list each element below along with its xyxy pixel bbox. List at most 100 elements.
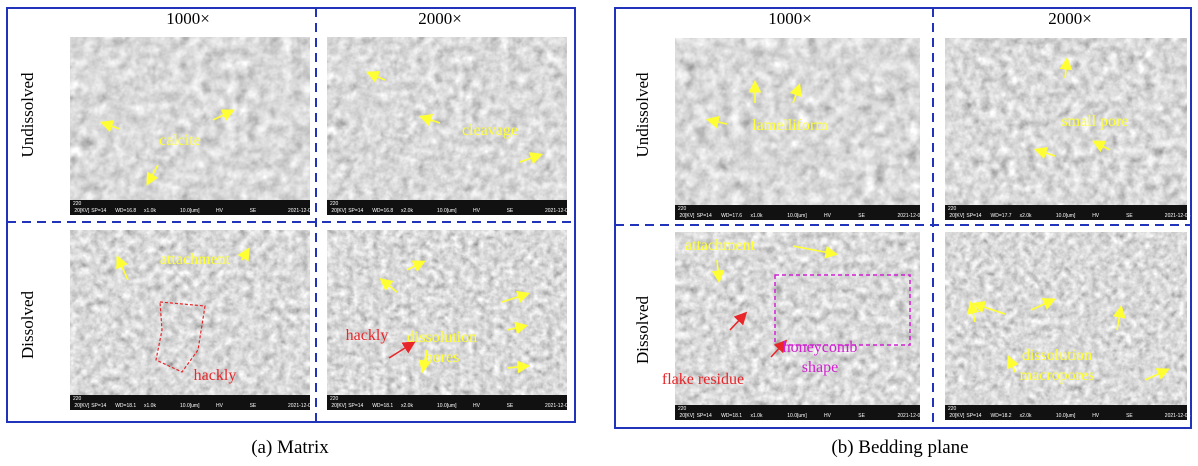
info-text: 20[KV] [74, 403, 90, 409]
annotation: hackly [346, 327, 389, 344]
info-text: 220 [948, 406, 957, 412]
info-text: WD=16.8 [115, 208, 136, 214]
row-label: Dissolved [633, 296, 652, 365]
info-text: WD=18.2 [991, 413, 1012, 419]
info-text: 2021-12-03 [1165, 213, 1191, 219]
info-text: SP=14 [966, 413, 981, 419]
info-text: SE [507, 208, 514, 214]
info-text: x1.0k [144, 403, 156, 409]
info-text: x2.0k [1020, 413, 1032, 419]
info-text: SP=14 [348, 403, 363, 409]
info-text: x2.0k [1020, 213, 1032, 219]
info-text: WD=18.1 [372, 403, 393, 409]
annotation: macropores [1020, 367, 1095, 384]
info-text: HV [1092, 413, 1100, 419]
info-text: HV [824, 213, 832, 219]
info-text: SE [1126, 413, 1133, 419]
info-text: 10.0[um] [437, 208, 457, 214]
info-text: SP=14 [91, 403, 106, 409]
info-text: SE [507, 403, 514, 409]
info-text: HV [216, 403, 224, 409]
info-text: HV [216, 208, 224, 214]
info-text: x2.0k [401, 403, 413, 409]
info-text: SE [250, 403, 257, 409]
info-text: SP=14 [91, 208, 106, 214]
info-text: 220 [330, 201, 339, 207]
column-header: 2000× [1048, 9, 1092, 28]
info-text: 220 [330, 396, 339, 402]
micrograph [327, 230, 567, 395]
info-text: 20[KV] [949, 413, 965, 419]
info-text: 2021-12-03 [898, 213, 924, 219]
row-label: Undissolved [18, 72, 37, 158]
info-text: 2021-12-03 [545, 208, 571, 214]
annotation: dissolution [407, 329, 477, 346]
info-text: 20[KV] [331, 403, 347, 409]
info-text: SP=14 [697, 213, 712, 219]
caption: (b) Bedding plane [831, 437, 968, 458]
info-text: x1.0k [144, 208, 156, 214]
info-text: SE [858, 213, 865, 219]
info-text: x1.0k [751, 213, 763, 219]
info-text: 20[KV] [679, 213, 695, 219]
micrograph [327, 37, 567, 200]
row-label: Undissolved [633, 72, 652, 158]
info-text: HV [473, 403, 481, 409]
info-text: 10.0[um] [787, 413, 807, 419]
annotation: flake residue [662, 371, 744, 388]
info-text: 20[KV] [74, 208, 90, 214]
info-text: HV [1092, 213, 1100, 219]
info-text: 20[KV] [949, 213, 965, 219]
info-text: 220 [73, 396, 82, 402]
info-text: SP=14 [697, 413, 712, 419]
info-text: 220 [678, 206, 687, 212]
figure: 1000×2000×UndissolvedDissolved(a) Matrix… [0, 0, 1198, 466]
info-text: 10.0[um] [180, 403, 200, 409]
info-text: 2021-12-03 [545, 403, 571, 409]
annotation: attachment [160, 251, 231, 268]
column-header: 1000× [166, 9, 210, 28]
info-text: x2.0k [401, 208, 413, 214]
info-text: HV [473, 208, 481, 214]
annotation: calcite [159, 132, 201, 149]
info-text: SP=14 [966, 213, 981, 219]
info-text: x1.0k [751, 413, 763, 419]
annotation: small pore [1061, 113, 1128, 130]
info-text: 10.0[um] [180, 208, 200, 214]
info-text: 10.0[um] [787, 213, 807, 219]
info-text: 220 [73, 201, 82, 207]
column-header: 1000× [768, 9, 812, 28]
info-text: SE [858, 413, 865, 419]
annotation: pores [425, 349, 460, 366]
annotation: lamelliform [752, 117, 828, 134]
info-text: 2021-12-03 [288, 208, 314, 214]
info-text: 220 [678, 406, 687, 412]
sem-image: 22020[KV]SP=14WD=18.2x2.0k10.0[um]HVSE20… [945, 232, 1191, 420]
info-text: 2021-12-03 [898, 413, 924, 419]
info-text: 10.0[um] [437, 403, 457, 409]
annotation: honeycomb [783, 339, 858, 356]
annotation: cleavage [462, 122, 518, 139]
info-text: WD=16.8 [372, 208, 393, 214]
info-text: SP=14 [348, 208, 363, 214]
annotation: hackly [194, 367, 237, 384]
micrograph [70, 37, 310, 200]
info-text: 220 [948, 206, 957, 212]
info-text: 10.0[um] [1056, 413, 1076, 419]
info-text: SE [250, 208, 257, 214]
annotation: attachment [685, 237, 756, 254]
info-text: 20[KV] [331, 208, 347, 214]
column-header: 2000× [418, 9, 462, 28]
info-text: WD=18.1 [721, 413, 742, 419]
info-text: 20[KV] [679, 413, 695, 419]
info-text: 10.0[um] [1056, 213, 1076, 219]
annotation: dissolution [1022, 347, 1092, 364]
info-text: 2021-12-03 [288, 403, 314, 409]
row-label: Dissolved [18, 291, 37, 360]
